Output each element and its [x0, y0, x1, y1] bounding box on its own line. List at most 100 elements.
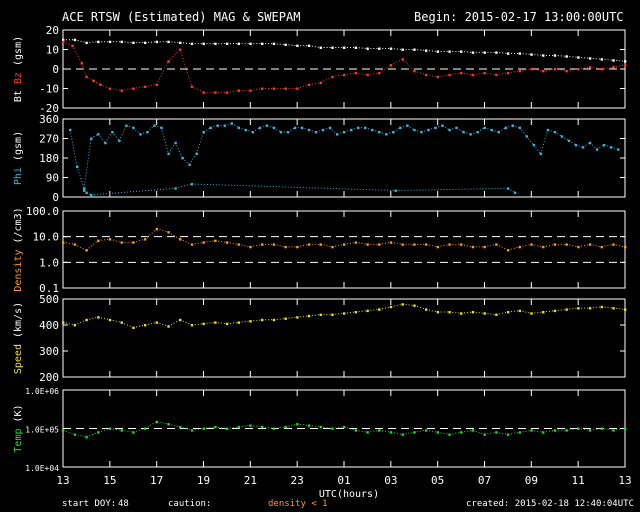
- phi-series0-trace: [568, 140, 577, 146]
- phi-series0-trace: [400, 125, 408, 129]
- phi-series0-trace: [195, 131, 204, 154]
- mag-series0-trace: [496, 51, 508, 54]
- x-tick-label: 11: [572, 474, 585, 487]
- phi-series0-trace: [259, 125, 267, 129]
- temp-ylabel-part: Temp: [13, 429, 24, 453]
- speed-series0-trace: [62, 321, 75, 326]
- phi-series0-trace: [210, 125, 218, 129]
- temp-series0-trace: [437, 431, 450, 435]
- phi-ytick-label: 0: [52, 191, 59, 204]
- phi-series0-trace: [308, 129, 317, 133]
- density-series0-trace: [109, 238, 122, 243]
- speed-series0-trace: [554, 308, 567, 312]
- temp-series0-trace: [496, 431, 509, 435]
- density-series0-trace: [495, 243, 509, 251]
- temp-series0-trace: [144, 421, 157, 429]
- mag-series0-trace: [578, 56, 590, 59]
- speed-series0-trace: [542, 310, 555, 313]
- temp-series0-trace: [472, 429, 485, 435]
- speed-series0-trace: [133, 324, 146, 329]
- temp-series0-trace: [613, 428, 626, 431]
- speed-series0-trace: [191, 323, 204, 326]
- temp-series0-trace: [215, 426, 227, 429]
- phi-series0-trace: [540, 129, 549, 154]
- temp-series0-trace: [226, 426, 239, 429]
- phi-series0-trace: [97, 133, 106, 144]
- temp-series0-trace: [133, 428, 146, 433]
- mag-series1-point: [624, 64, 627, 67]
- speed-series0-trace: [449, 311, 462, 314]
- speed-series0-trace: [215, 321, 227, 325]
- x-tick-label: 01: [337, 474, 350, 487]
- temp-series0-trace: [238, 424, 251, 428]
- mag-series1-trace: [613, 64, 626, 68]
- temp-series0-trace: [109, 428, 122, 431]
- mag-series0-trace: [86, 41, 99, 44]
- temp-series0-trace: [86, 431, 99, 438]
- density-ylabel-part: Density: [13, 250, 24, 292]
- mag-ytick-label: 10: [46, 44, 59, 57]
- phi-series0-trace: [203, 127, 211, 133]
- phi-series0-trace: [414, 129, 422, 133]
- density-series0-trace: [460, 243, 473, 248]
- mag-series0-trace: [74, 39, 87, 44]
- mag-series0-trace: [519, 52, 532, 55]
- speed-series0-trace: [507, 310, 520, 313]
- density-ytick-label: 100.0: [26, 205, 59, 218]
- density-series0-trace: [297, 243, 309, 248]
- phi-ylabel: Phi (gsm): [13, 131, 24, 185]
- density-series0-trace: [355, 241, 368, 245]
- mag-series1-trace: [554, 68, 567, 72]
- density-series0-trace: [133, 238, 146, 243]
- phi-series0-trace: [126, 125, 134, 129]
- density-series0-point: [624, 245, 627, 249]
- mag-series0-trace: [355, 47, 368, 50]
- density-series0-trace: [578, 243, 590, 248]
- temp-series0-trace: [308, 424, 321, 428]
- phi-series0-trace: [603, 144, 612, 148]
- speed-series0-trace: [156, 321, 169, 327]
- density-series0-trace: [191, 241, 204, 245]
- phi-series0-trace: [83, 138, 92, 189]
- phi-series0-trace: [456, 127, 464, 133]
- phi-series0-trace: [533, 144, 542, 154]
- mag-series1-trace: [297, 84, 310, 89]
- created-time: created: 2015-02-18 12:40:04UTC: [466, 499, 634, 509]
- temp-series0-trace: [402, 431, 415, 435]
- speed-series0-trace: [379, 306, 391, 310]
- density-series0-trace: [542, 243, 555, 248]
- phi-series1-trace: [86, 192, 92, 196]
- phi-series0-trace: [160, 127, 169, 154]
- phi-series0-trace: [343, 129, 352, 133]
- mag-ylabel-part: (gsm): [13, 36, 24, 72]
- mag-series1-trace: [437, 74, 450, 78]
- phi-ytick-label: 180: [39, 152, 59, 165]
- phi-series0-trace: [477, 127, 485, 133]
- mag-series0-trace: [121, 41, 134, 44]
- density-series0-trace: [589, 243, 602, 248]
- speed-series0-trace: [121, 321, 134, 329]
- density-series0-trace: [226, 241, 239, 245]
- mag-ytick-label: 20: [46, 24, 59, 37]
- speed-series0-trace: [250, 319, 263, 322]
- phi-series1-trace: [91, 187, 176, 196]
- temp-ylabel: Temp (K): [13, 404, 24, 452]
- caution-text: density < 1: [268, 499, 328, 509]
- mag-series1-trace: [367, 72, 380, 76]
- speed-panel-frame: [62, 298, 626, 378]
- density-series0-trace: [437, 243, 450, 248]
- temp-series0-trace: [168, 423, 181, 428]
- mag-series1-point: [155, 83, 159, 86]
- x-tick-label: 07: [478, 474, 491, 487]
- begin-time: Begin: 2015-02-17 13:00:00UTC: [414, 10, 624, 24]
- temp-series0-trace: [121, 429, 134, 433]
- mag-series1-trace: [601, 66, 614, 70]
- speed-series0-trace: [355, 310, 368, 313]
- density-series0-trace: [74, 243, 87, 251]
- mag-series1-trace: [343, 72, 356, 76]
- speed-ytick-label: 500: [39, 293, 59, 306]
- density-series0-trace: [601, 243, 614, 248]
- temp-series0-trace: [390, 431, 403, 435]
- temp-series0-trace: [297, 423, 309, 426]
- density-series0-trace: [86, 240, 99, 251]
